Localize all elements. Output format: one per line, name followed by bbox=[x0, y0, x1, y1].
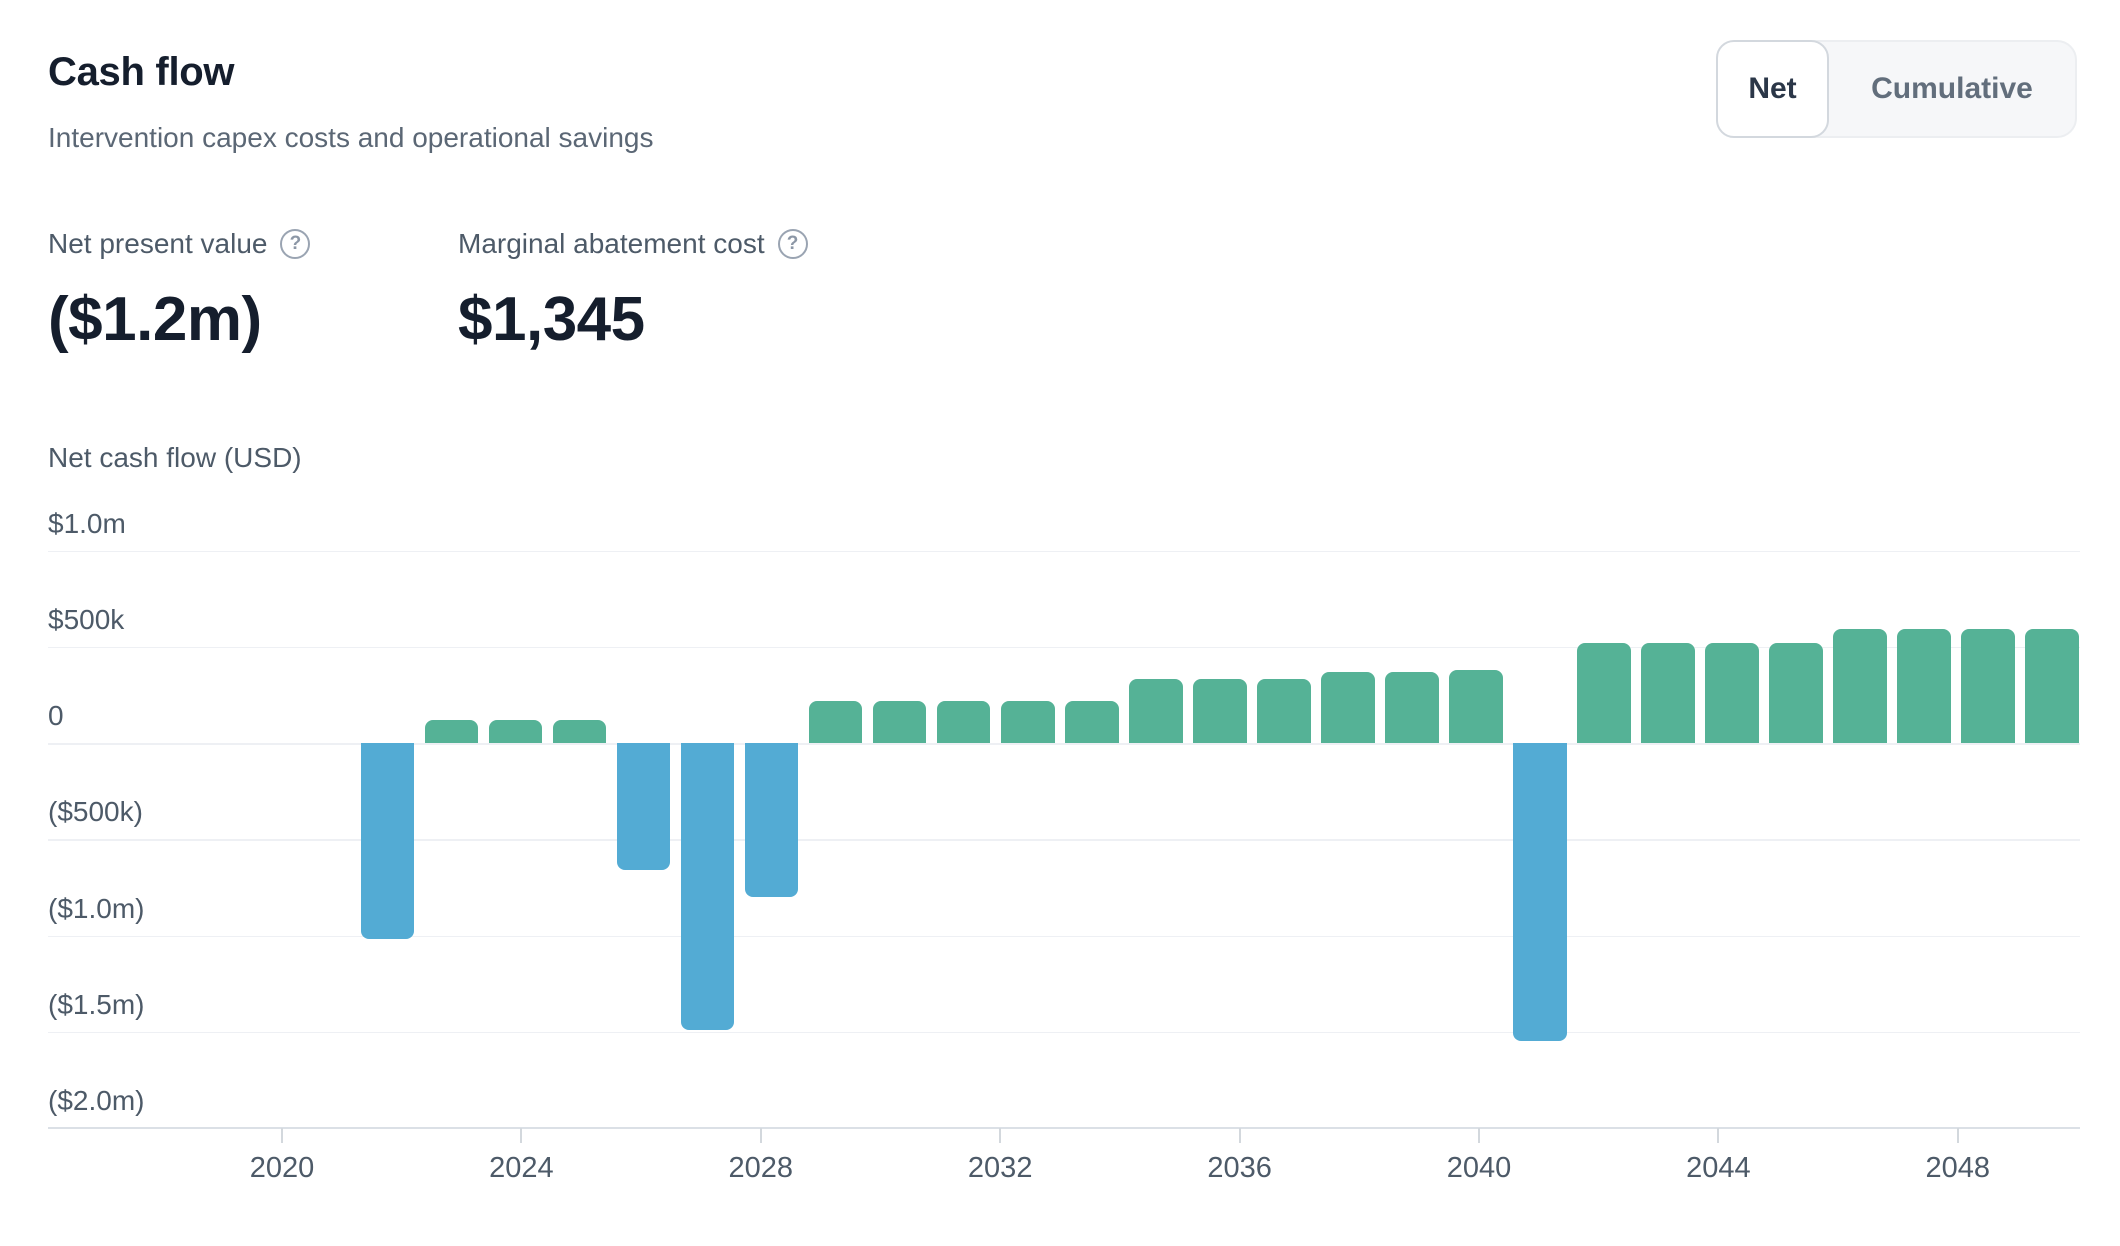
net-cumulative-toggle: Net Cumulative bbox=[1716, 40, 2077, 138]
bar-2039[interactable] bbox=[1385, 671, 1439, 743]
question-mark-icon[interactable]: ? bbox=[777, 229, 808, 259]
y-tick-label: ($500k) bbox=[48, 796, 143, 828]
bar-2036[interactable] bbox=[1193, 679, 1247, 743]
bar-2047[interactable] bbox=[1897, 629, 1951, 743]
x-tick-label: 2040 bbox=[1446, 1152, 1512, 1184]
x-tick-mark bbox=[1238, 1128, 1241, 1143]
bar-2040[interactable] bbox=[1449, 669, 1503, 743]
metric-label: Marginal abatement cost bbox=[458, 228, 765, 259]
x-tick-label: 2048 bbox=[1925, 1152, 1991, 1184]
bar-2041[interactable] bbox=[1513, 743, 1567, 1042]
bar-2025[interactable] bbox=[488, 719, 543, 743]
y-tick-label: 0 bbox=[48, 700, 64, 731]
question-mark-icon[interactable]: ? bbox=[280, 229, 311, 259]
gridline bbox=[48, 1031, 2080, 1034]
x-tick-label: 2020 bbox=[249, 1152, 315, 1184]
bar-2045[interactable] bbox=[1769, 642, 1823, 743]
bar-2038[interactable] bbox=[1321, 671, 1375, 743]
x-axis-line bbox=[48, 1127, 2080, 1129]
bar-2028[interactable] bbox=[680, 743, 735, 1030]
page-subtitle: Intervention capex costs and operational… bbox=[48, 122, 654, 153]
bar-2027[interactable] bbox=[616, 743, 671, 871]
bar-2037[interactable] bbox=[1257, 679, 1311, 743]
x-tick-label: 2024 bbox=[489, 1152, 554, 1184]
bar-2035[interactable] bbox=[1129, 679, 1183, 743]
y-tick-label: $500k bbox=[48, 603, 125, 635]
x-tick-mark bbox=[1956, 1128, 1959, 1143]
metric-net-present-value: Net present value ? ($1.2m) bbox=[48, 226, 458, 355]
bar-2026[interactable] bbox=[552, 719, 607, 743]
gridline bbox=[48, 839, 2080, 841]
y-tick-label: ($2.0m) bbox=[48, 1085, 145, 1116]
x-tick-mark bbox=[1478, 1128, 1480, 1143]
x-tick-mark bbox=[1717, 1128, 1720, 1143]
metric-value: ($1.2m) bbox=[48, 285, 262, 354]
x-tick-label: 2044 bbox=[1686, 1152, 1751, 1184]
toggle-option-net[interactable]: Net bbox=[1716, 40, 1829, 138]
gridline bbox=[48, 743, 2080, 745]
x-tick-mark bbox=[999, 1128, 1002, 1143]
bar-2048[interactable] bbox=[1961, 629, 2015, 743]
metrics-row: Net present value ? ($1.2m) Marginal aba… bbox=[48, 226, 808, 355]
bar-2030[interactable] bbox=[808, 700, 863, 743]
bar-2032[interactable] bbox=[936, 700, 991, 743]
bar-2031[interactable] bbox=[872, 700, 927, 743]
bar-2029[interactable] bbox=[744, 743, 799, 897]
y-tick-label: ($1.5m) bbox=[48, 988, 145, 1020]
metric-marginal-abatement-cost: Marginal abatement cost ? $1,345 bbox=[458, 226, 808, 355]
x-tick-mark bbox=[281, 1128, 283, 1143]
gridline bbox=[48, 935, 2080, 937]
page-title: Cash flow bbox=[48, 50, 235, 94]
bar-2049[interactable] bbox=[2025, 629, 2079, 743]
bar-2042[interactable] bbox=[1577, 642, 1631, 743]
x-tick-mark bbox=[520, 1128, 523, 1143]
y-axis-title: Net cash flow (USD) bbox=[48, 442, 302, 473]
bar-2034[interactable] bbox=[1065, 700, 1119, 743]
bar-2024[interactable] bbox=[424, 719, 479, 743]
bar-2044[interactable] bbox=[1705, 642, 1759, 743]
y-tick-label: $1.0m bbox=[48, 507, 126, 539]
bar-2043[interactable] bbox=[1641, 642, 1695, 743]
x-tick-label: 2032 bbox=[967, 1152, 1033, 1184]
x-tick-label: 2028 bbox=[728, 1152, 794, 1184]
bar-2046[interactable] bbox=[1833, 629, 1887, 743]
toggle-option-cumulative[interactable]: Cumulative bbox=[1829, 42, 2075, 136]
x-tick-mark bbox=[759, 1128, 762, 1143]
gridline bbox=[48, 550, 2080, 552]
y-tick-label: ($1.0m) bbox=[48, 892, 145, 924]
metric-value: $1,345 bbox=[458, 285, 645, 354]
gridline bbox=[48, 646, 2080, 649]
bar-2023[interactable] bbox=[360, 743, 415, 940]
metric-label: Net present value bbox=[48, 228, 268, 259]
x-tick-label: 2036 bbox=[1207, 1152, 1272, 1184]
bar-2033[interactable] bbox=[1001, 700, 1055, 743]
